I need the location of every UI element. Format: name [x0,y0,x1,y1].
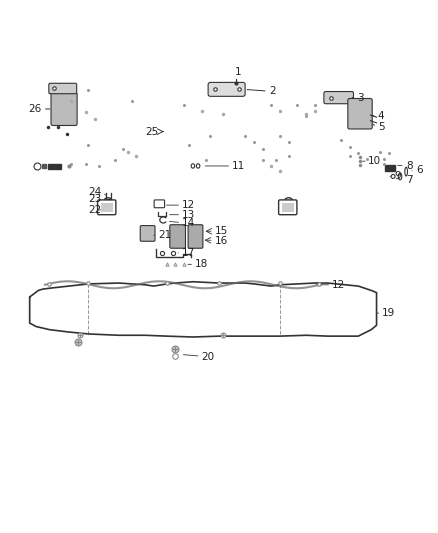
Ellipse shape [405,167,407,176]
Text: 3: 3 [357,93,364,103]
Text: 19: 19 [382,308,396,318]
Text: 14: 14 [182,217,195,228]
Ellipse shape [391,174,395,179]
Text: 9: 9 [394,172,401,181]
Bar [101,203,113,212]
Text: 2: 2 [269,86,276,96]
FancyBboxPatch shape [51,92,77,125]
Text: 26: 26 [28,104,42,114]
Text: 25: 25 [146,126,159,136]
Text: 24: 24 [88,187,102,197]
Bar [385,165,395,171]
Text: 4: 4 [378,111,385,122]
FancyBboxPatch shape [49,83,77,94]
Ellipse shape [196,164,200,168]
Text: 22: 22 [88,205,102,215]
Text: 16: 16 [215,236,228,246]
Text: 12: 12 [182,200,195,210]
Text: 20: 20 [201,352,215,362]
Bar [282,203,294,212]
FancyBboxPatch shape [208,83,245,96]
Bar [48,164,60,168]
Text: 13: 13 [182,209,195,220]
Text: 15: 15 [215,226,228,236]
Text: 7: 7 [406,175,413,185]
Text: 12: 12 [332,280,346,290]
Text: 11: 11 [232,161,245,171]
Ellipse shape [191,164,194,168]
Text: 8: 8 [406,160,413,171]
FancyBboxPatch shape [188,225,203,248]
Ellipse shape [285,198,293,204]
Text: 10: 10 [368,156,381,166]
Text: 17: 17 [182,247,195,257]
FancyBboxPatch shape [279,200,297,215]
FancyBboxPatch shape [154,200,165,208]
Text: 23: 23 [88,194,102,204]
Ellipse shape [398,173,402,180]
FancyBboxPatch shape [348,99,372,129]
FancyBboxPatch shape [140,225,155,241]
FancyBboxPatch shape [324,92,353,104]
Text: 21: 21 [158,230,171,240]
Text: 1: 1 [234,67,241,77]
FancyBboxPatch shape [170,225,185,248]
Ellipse shape [104,198,112,204]
Text: 18: 18 [195,260,208,269]
Text: 5: 5 [378,122,385,132]
FancyBboxPatch shape [98,200,116,215]
Text: 6: 6 [416,165,423,175]
